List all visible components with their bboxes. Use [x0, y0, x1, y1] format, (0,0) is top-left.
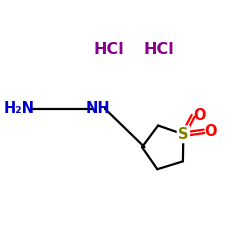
Text: O: O — [204, 124, 216, 139]
Text: HCl: HCl — [94, 42, 124, 58]
Text: S: S — [178, 127, 188, 142]
Text: O: O — [193, 108, 205, 123]
Text: HCl: HCl — [143, 42, 174, 58]
Text: H₂N: H₂N — [4, 101, 34, 116]
Text: NH: NH — [86, 101, 110, 116]
